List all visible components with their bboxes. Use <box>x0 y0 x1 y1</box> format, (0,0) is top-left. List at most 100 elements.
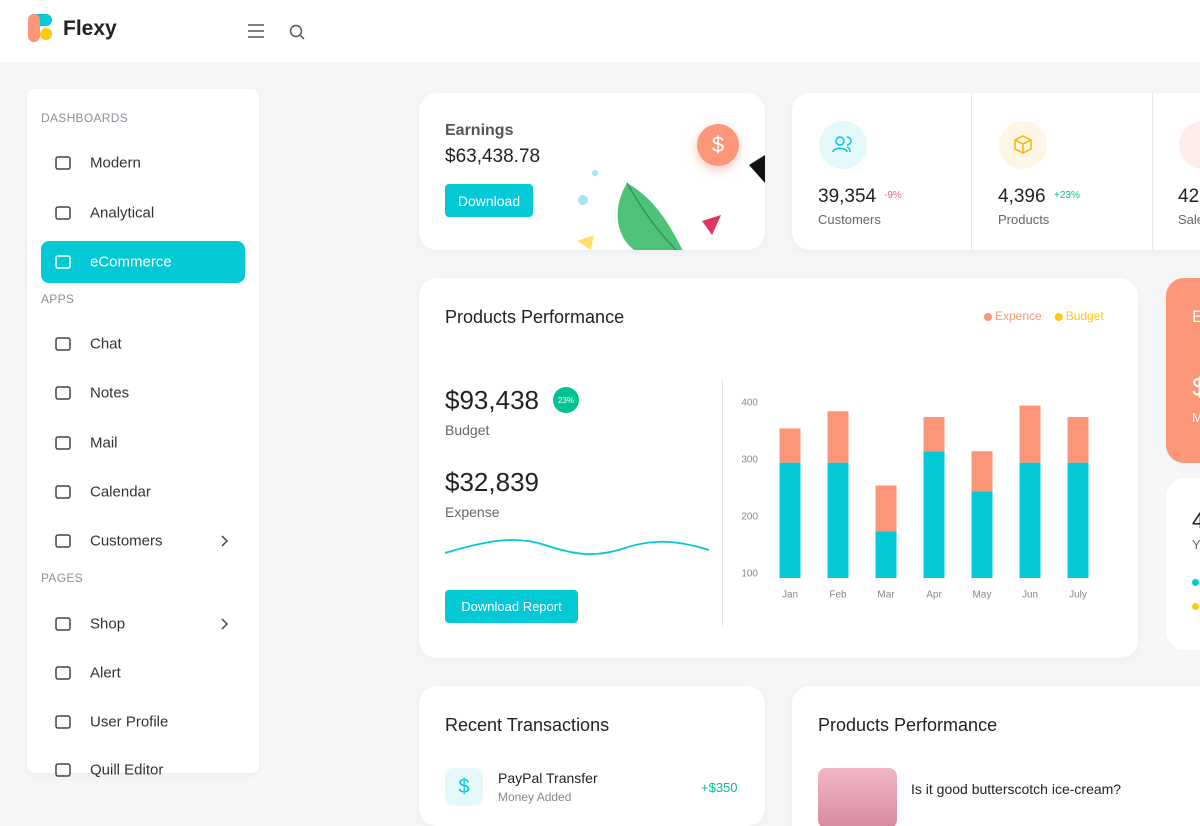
earnings-title: Earnings <box>445 122 514 139</box>
nav-item[interactable]: eCommerce <box>90 253 172 271</box>
sparkline <box>445 539 710 556</box>
bar-segment <box>779 462 801 578</box>
earnings-card: Earnings $63,438.78 Download $ <box>419 93 765 250</box>
budget-label: Budget <box>445 422 490 438</box>
y-tick-label: 200 <box>741 512 758 523</box>
stat-label: Products <box>998 212 1050 227</box>
bar-segment <box>1019 405 1041 463</box>
decoration <box>577 155 765 250</box>
nav-item[interactable]: Quill Editor <box>90 761 164 779</box>
bar-segment <box>875 485 897 532</box>
sales-icon <box>1179 121 1200 169</box>
nav-icon <box>55 386 71 400</box>
nav-icon <box>55 763 71 777</box>
transaction-amount: +$350 <box>701 780 738 795</box>
performance-card: Products Performance $93,438 23% Budget … <box>419 278 1138 658</box>
product-image <box>818 768 897 826</box>
nav-item[interactable]: Alert <box>90 664 121 682</box>
dot <box>1192 579 1199 586</box>
x-tick-label: Mar <box>877 590 895 601</box>
orange-card: E $ M <box>1166 278 1200 463</box>
download-button[interactable]: Download <box>445 184 533 217</box>
nav-item[interactable]: Customers <box>90 532 163 550</box>
menu-button[interactable] <box>246 22 266 40</box>
legend-label: Expence <box>995 309 1042 323</box>
nav-icon <box>55 436 71 450</box>
bar-segment <box>923 416 945 452</box>
stat-label: Sale <box>1178 212 1200 227</box>
download-report-button[interactable]: Download Report <box>445 590 578 623</box>
chevron <box>221 618 229 630</box>
sidebar <box>27 89 259 773</box>
card-text: Y <box>1192 537 1200 552</box>
nav-item[interactable]: Shop <box>90 615 126 633</box>
x-tick-label: July <box>1069 590 1087 601</box>
bar-segment <box>923 451 945 578</box>
budget-amount: $93,438 <box>445 385 539 415</box>
card-title: Products Performance <box>818 715 998 735</box>
card-title: Recent Transactions <box>445 715 610 735</box>
transaction-name: PayPal Transfer <box>498 770 598 786</box>
stat-label: Customers <box>818 212 881 227</box>
transaction-icon: $ <box>445 768 483 806</box>
products-icon <box>999 121 1047 169</box>
x-tick-label: Apr <box>926 590 942 601</box>
bar-segment <box>779 428 801 463</box>
nav-item[interactable]: Analytical <box>90 204 155 222</box>
x-tick-label: Jan <box>782 590 798 601</box>
card-title: Products Performance <box>445 307 625 327</box>
nav-item[interactable]: Calendar <box>90 483 151 501</box>
card-text: $ <box>1192 372 1200 402</box>
customers-icon <box>819 121 867 169</box>
y-tick-label: 300 <box>741 454 758 465</box>
stat-change: -9% <box>884 190 902 201</box>
nav-icon <box>55 715 71 729</box>
expense-amount: $32,839 <box>445 467 539 497</box>
products-card: Products Performance Is it good buttersc… <box>792 686 1200 826</box>
legend-marker <box>1054 313 1063 321</box>
divider <box>971 93 972 250</box>
nav-icon <box>55 156 71 170</box>
stat-value: 4,396 <box>998 186 1046 207</box>
bar-segment <box>827 462 849 578</box>
active-nav-bg <box>41 241 245 283</box>
card-text: E <box>1192 307 1200 326</box>
x-tick-label: Jun <box>1022 590 1038 601</box>
expense-label: Expense <box>445 504 500 520</box>
chart: 100 200 300 400 Expence Budget Jan Feb Mar Apr May… <box>741 309 1104 601</box>
product-name: Is it good butterscotch ice-cream? <box>911 781 1122 797</box>
nav-icon <box>55 534 71 548</box>
earnings-amount: $63,438.78 <box>445 146 541 167</box>
bar-segment <box>971 451 993 492</box>
nav-icon <box>55 255 71 269</box>
nav-item[interactable]: Mail <box>90 434 118 452</box>
nav-item[interactable]: Modern <box>90 154 141 172</box>
x-tick-label: May <box>973 590 992 601</box>
nav-item[interactable]: Chat <box>90 335 122 353</box>
x-tick-label: Feb <box>829 590 847 601</box>
transactions-card: Recent Transactions $ PayPal Transfer Mo… <box>419 686 765 826</box>
stat-value: 42 <box>1178 186 1200 207</box>
logo <box>28 14 52 42</box>
y-tick-label: 100 <box>741 569 758 580</box>
section-title: PAGES <box>41 571 83 585</box>
page: { "header": {"brand": "Flexy"}, "sidebar… <box>27 14 1200 826</box>
bar-segment <box>1019 462 1041 578</box>
nav-icon <box>55 617 71 631</box>
bar-segment <box>1067 462 1089 578</box>
brand: Flexy <box>63 17 117 40</box>
nav-icon <box>55 206 71 220</box>
card-text: 4 <box>1192 508 1200 533</box>
nav-item[interactable]: User Profile <box>90 713 169 731</box>
y-tick-label: 400 <box>741 397 758 408</box>
card-text: M <box>1192 410 1200 425</box>
earnings-icon: $ <box>697 124 739 166</box>
nav-item[interactable]: Notes <box>90 384 130 402</box>
section-title: DASHBOARDS <box>41 111 129 125</box>
chevron <box>221 535 229 547</box>
dot <box>1192 603 1199 610</box>
bar-segment <box>1067 416 1089 463</box>
bar-segment <box>827 411 849 463</box>
search-button[interactable] <box>288 23 306 41</box>
badge: 23% <box>553 387 579 413</box>
